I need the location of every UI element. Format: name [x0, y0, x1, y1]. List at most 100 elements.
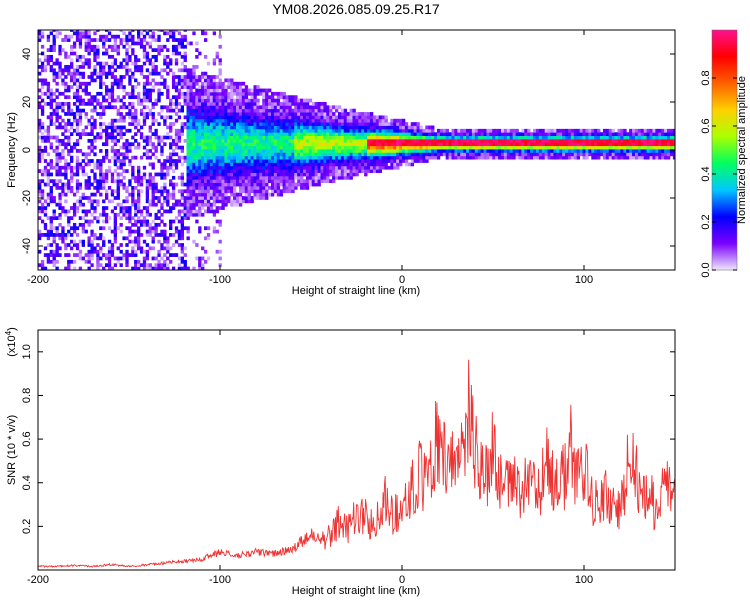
spectrogram-cell — [245, 159, 248, 163]
spectrogram-cell — [47, 193, 50, 197]
spectrogram-cell — [166, 62, 169, 66]
spectrogram-cell — [367, 119, 370, 123]
spectrogram-cell — [117, 196, 120, 200]
spectrogram-cell — [58, 105, 61, 109]
spectrogram-cell — [224, 95, 227, 99]
snr-ytick-label: 0.6 — [21, 431, 33, 446]
spectrogram-cell — [169, 62, 172, 66]
spectrogram-cell — [347, 173, 350, 177]
spectrogram-cell — [111, 95, 114, 99]
spectrogram-cell — [201, 189, 204, 193]
spectrogram-cell — [105, 99, 108, 103]
spectrogram-cell — [73, 203, 76, 207]
spectrogram-cell — [50, 199, 53, 203]
spectrogram-cell — [277, 102, 280, 106]
spectrogram-cell — [239, 89, 242, 93]
spectrogram-cell — [131, 89, 134, 93]
spectrogram-cell — [539, 139, 542, 143]
spectrogram-cell — [50, 119, 53, 123]
spectrogram-cell — [253, 186, 256, 190]
spectrogram-cell — [198, 139, 201, 143]
spectrogram-cell — [105, 156, 108, 160]
spectrogram-cell — [297, 169, 300, 173]
spectrogram-cell — [67, 38, 70, 42]
spectrogram-cell — [495, 136, 498, 140]
spectrogram-cell — [428, 156, 431, 160]
spectrogram-cell — [201, 173, 204, 177]
spectrogram-cell — [402, 126, 405, 130]
spectrogram-cell — [286, 119, 289, 123]
spectrogram-cell — [198, 206, 201, 210]
spectrogram-cell — [597, 142, 600, 146]
spectrogram-cell — [114, 62, 117, 66]
spectrogram-cell — [120, 75, 123, 79]
spectrogram-cell — [227, 152, 230, 156]
spectrogram-cell — [55, 226, 58, 230]
spectrogram-cell — [93, 199, 96, 203]
spectrogram-cell — [64, 253, 67, 257]
spectrogram-cell — [239, 142, 242, 146]
spectrogram-cell — [251, 122, 254, 126]
spectrogram-cell — [641, 149, 644, 153]
spectrogram-cell — [379, 152, 382, 156]
spectrogram-cell — [294, 166, 297, 170]
spectrogram-cell — [189, 78, 192, 82]
spectrogram-cell — [82, 129, 85, 133]
colorbar: 0.00.20.40.60.8 Normalized spectral ampl… — [700, 30, 748, 278]
spectrogram-cell — [309, 176, 312, 180]
spectrogram-cell — [565, 139, 568, 143]
spectrogram-cell — [419, 126, 422, 130]
spectrogram-cell — [111, 72, 114, 76]
spectrogram-cell — [408, 152, 411, 156]
spectrogram-cell — [341, 166, 344, 170]
spectrogram-cell — [195, 243, 198, 247]
spectrogram-cell — [393, 129, 396, 133]
spectrogram-cell — [99, 226, 102, 230]
spectrogram-cell — [603, 132, 606, 136]
spectrogram-cell — [437, 156, 440, 160]
spectrogram-cell — [338, 156, 341, 160]
spectrogram-cell — [221, 89, 224, 93]
spectrogram-cell — [160, 206, 163, 210]
spectrogram-cell — [644, 149, 647, 153]
spectrogram-cell — [204, 92, 207, 96]
spectrogram-cell — [251, 132, 254, 136]
spectrogram-cell — [236, 139, 239, 143]
spectrogram-cell — [446, 139, 449, 143]
spectrogram-cell — [318, 119, 321, 123]
spectrogram-cell — [408, 139, 411, 143]
spectrogram-cell — [219, 176, 222, 180]
spectrogram-cell — [294, 176, 297, 180]
spectrogram-cell — [585, 139, 588, 143]
spectrogram-cell — [396, 139, 399, 143]
spectrogram-cell — [361, 169, 364, 173]
spectrogram-cell — [486, 136, 489, 140]
spectrogram-cell — [230, 112, 233, 116]
spectrogram-cell — [262, 162, 265, 166]
spectrogram-cell — [539, 149, 542, 153]
spectrogram-cell — [315, 162, 318, 166]
spectrogram-cell — [545, 146, 548, 150]
spectrogram-cell — [90, 142, 93, 146]
spectrogram-cell — [221, 112, 224, 116]
spectrogram-cell — [47, 243, 50, 247]
spectrogram-cell — [192, 156, 195, 160]
spectrogram-cell — [102, 99, 105, 103]
spectrogram-cell — [181, 95, 184, 99]
spectrogram-cell — [291, 173, 294, 177]
spectrogram-cell — [47, 35, 50, 39]
spectrogram-cell — [192, 102, 195, 106]
spectrogram-cell — [44, 169, 47, 173]
spectrogram-cell — [122, 31, 125, 35]
spectrogram-cell — [521, 129, 524, 133]
spectrogram-cell — [64, 193, 67, 197]
spectrogram-cell — [146, 199, 149, 203]
spectrogram-cell — [114, 105, 117, 109]
spectrogram-cell — [425, 152, 428, 156]
spectrogram-cell — [239, 159, 242, 163]
spectrogram-cell — [58, 159, 61, 163]
spectrogram-cell — [41, 126, 44, 130]
spectrogram-cell — [99, 82, 102, 86]
spectrogram-cell — [221, 136, 224, 140]
spectrogram-cell — [146, 42, 149, 46]
